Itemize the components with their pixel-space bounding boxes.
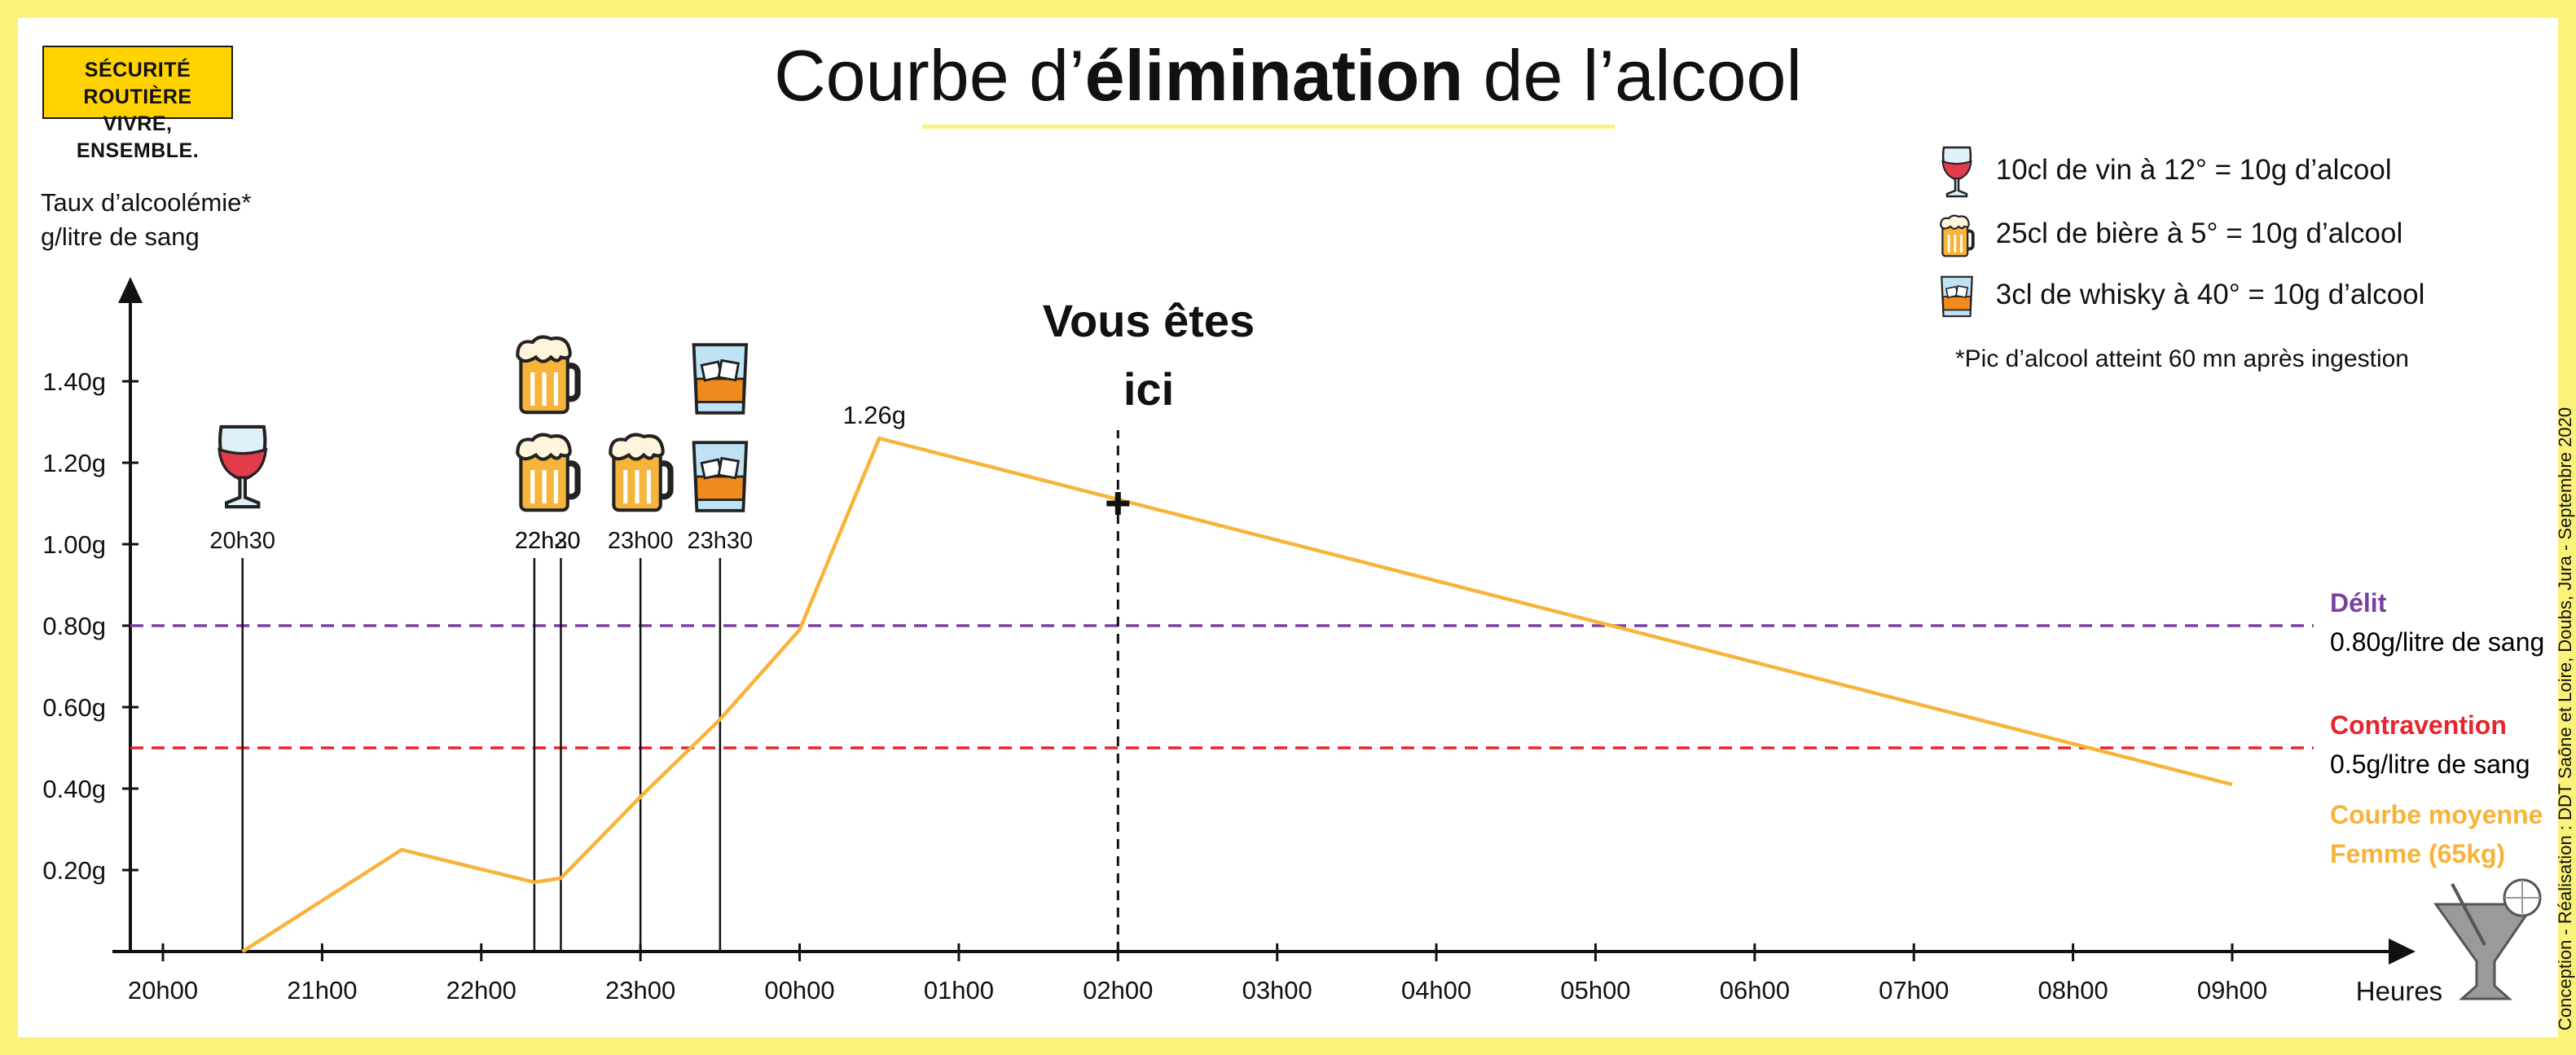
legend-item-whisky: 3cl de whisky à 40° = 10g d’alcool: [1939, 272, 2424, 321]
title-underline: [922, 125, 1615, 129]
wine-glass-icon: [219, 427, 266, 507]
delit-title: Délit: [2330, 588, 2387, 618]
x-tick-label: 05h00: [1560, 976, 1630, 1004]
x-tick-label: 09h00: [2197, 976, 2267, 1004]
here-label: Vous êtes ici: [1035, 287, 1263, 424]
title-part-1: Courbe d’: [774, 35, 1085, 116]
beer-mug-icon: [517, 337, 578, 413]
y-tick-label: 1.40g: [42, 367, 106, 396]
y-tick-label: 0.20g: [42, 856, 106, 885]
curve-label-line-2: Femme (65kg): [2330, 839, 2506, 868]
x-tick-label: 04h00: [1401, 976, 1471, 1004]
current-position-cross: [1106, 492, 1130, 515]
curve-label: Courbe moyenne Femme (65kg): [2330, 795, 2543, 873]
legend-whisky-text: 3cl de whisky à 40° = 10g d’alcool: [1995, 279, 2425, 311]
legend-item-wine: 10cl de vin à 12° = 10g d’alcool: [1939, 145, 2392, 199]
y-tick-label: 1.20g: [42, 449, 106, 477]
whisky-glass-icon: [1941, 275, 1973, 318]
delit-label: Délit 0.80g/litre de sang: [2330, 583, 2544, 662]
x-tick-label: 22h00: [446, 976, 517, 1004]
y-tick-label: 0.60g: [42, 693, 106, 722]
y-ticks: 0.20g 0.40g 0.60g 0.80g 1.00g 1.20g 1.40g: [42, 367, 138, 885]
contravention-subtitle: 0.5g/litre de sang: [2330, 749, 2530, 779]
cocktail-icon: [2433, 878, 2542, 1000]
y-tick-label: 0.80g: [42, 612, 106, 640]
page-title: Courbe d’élimination de l’alcool: [0, 34, 2576, 117]
x-tick-label: 23h00: [605, 976, 675, 1004]
current-marker: [1106, 430, 1130, 952]
series-lines: 1.26g: [241, 401, 2233, 953]
y-axis-label-line-1: Taux d’alcoolémie*: [41, 188, 252, 217]
contravention-title: Contravention: [2330, 710, 2507, 740]
y-axis-label-line-2: g/litre de sang: [41, 222, 200, 251]
title-part-2: de l’alcool: [1463, 35, 1802, 116]
drink-time-label: 20h30: [209, 528, 275, 554]
x-tick-label: 08h00: [2038, 976, 2108, 1004]
drink-time-label: 22h20: [515, 528, 581, 554]
axes: Heures: [112, 277, 2442, 1006]
y-axis-arrow: [118, 277, 143, 303]
x-tick-label: 21h00: [287, 976, 357, 1004]
y-tick-label: 1.00g: [42, 530, 106, 559]
beer-mug-icon: [1940, 214, 1975, 257]
beer-mug-icon: [517, 435, 578, 511]
chart-frame: [18, 18, 2558, 1037]
logo-line-1: SÉCURITÉ ROUTIÈRE: [83, 59, 192, 108]
x-axis-arrow: [2389, 939, 2416, 965]
x-axis-label: Heures: [2356, 976, 2442, 1006]
x-tick-label: 07h00: [1879, 976, 1949, 1004]
drink-time-label: 23h30: [688, 528, 754, 554]
here-label-line-2: ici: [1123, 363, 1175, 415]
drink-time-label: 22h30: [515, 528, 581, 554]
threshold-lines: [130, 624, 2314, 749]
y-axis-label: Taux d’alcoolémie* g/litre de sang: [41, 186, 251, 254]
securite-routiere-logo: SÉCURITÉ ROUTIÈRE VIVRE, ENSEMBLE.: [42, 46, 233, 162]
wine-glass-icon: [1941, 146, 1972, 198]
peak-note: *Pic d’alcool atteint 60 mn après ingest…: [1955, 345, 2409, 372]
contravention-label: Contravention 0.5g/litre de sang: [2330, 706, 2530, 784]
logo-line-2: VIVRE, ENSEMBLE.: [76, 112, 200, 162]
whisky-glass-icon: [692, 343, 749, 415]
here-label-line-1: Vous êtes: [1042, 295, 1255, 346]
drink-time-label: 23h00: [608, 528, 674, 554]
beer-mug-icon: [610, 435, 670, 511]
curve-label-line-1: Courbe moyenne: [2330, 800, 2543, 829]
delit-subtitle: 0.80g/litre de sang: [2330, 627, 2545, 657]
x-tick-label: 03h00: [1242, 976, 1312, 1004]
x-tick-label: 00h00: [764, 976, 834, 1004]
x-ticks: 20h00 21h00 22h00 23h00 00h00 01h00 02h00 03h00…: [128, 943, 2267, 1004]
title-bold: élimination: [1084, 35, 1464, 116]
legend-item-beer: 25cl de bière à 5° = 10g d’alcool: [1939, 209, 2402, 262]
x-tick-label: 01h00: [924, 976, 994, 1004]
peak-label: 1.26g: [842, 401, 906, 429]
legend-wine-text: 10cl de vin à 12° = 10g d’alcool: [1995, 154, 2392, 187]
x-tick-label: 20h00: [128, 976, 198, 1004]
y-tick-label: 0.40g: [42, 775, 106, 803]
series-line-curve: [241, 436, 2233, 953]
x-tick-label: 02h00: [1083, 976, 1153, 1004]
x-tick-label: 06h00: [1720, 976, 1790, 1004]
legend-beer-text: 25cl de bière à 5° = 10g d’alcool: [1995, 218, 2403, 250]
whisky-glass-icon: [692, 441, 749, 512]
